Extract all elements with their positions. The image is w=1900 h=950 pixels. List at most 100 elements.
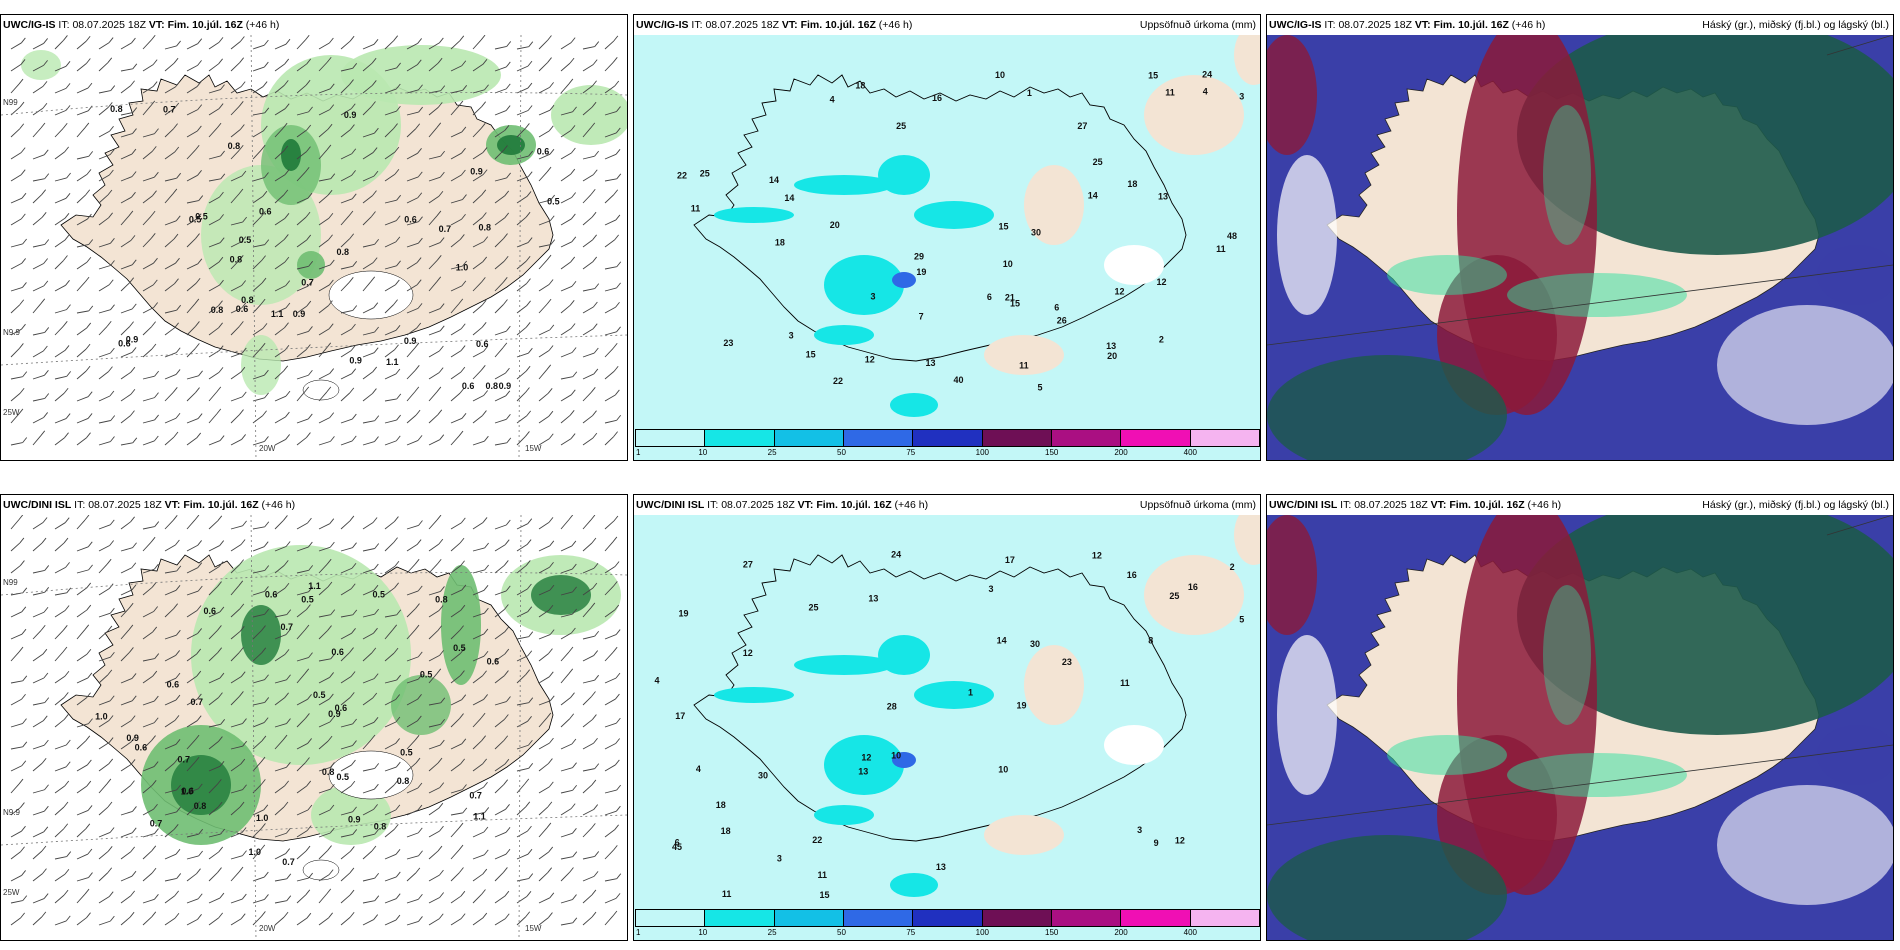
precip-colorbar: 1 10 25 50 75 100 150 200 400 — [635, 909, 1260, 939]
value-label: 0.8 — [337, 247, 350, 257]
value-label: 12 — [1175, 835, 1185, 845]
init-time: 08.07.2025 18Z — [1338, 19, 1412, 31]
colorbar-swatch — [981, 909, 1052, 927]
value-label: 0.9 — [126, 334, 139, 344]
value-label: 27 — [743, 560, 753, 570]
value-label: 1.1 — [271, 309, 284, 319]
value-label: 0.7 — [439, 224, 452, 234]
value-label: 22 — [677, 171, 687, 181]
glacier — [302, 379, 340, 401]
colorbar-tick: 50 — [837, 448, 846, 457]
value-label: 25 — [1169, 591, 1179, 601]
cloud-map[interactable] — [1267, 515, 1893, 940]
value-label: 16 — [1127, 570, 1137, 580]
value-label: 12 — [1115, 286, 1125, 296]
wind-map[interactable]: 0.7 0.5 0.7 1.0 0.9 0.8 0.9 0.8 0.6 0.7 0.8 0.9 0.8 0… — [1, 35, 627, 460]
wind-map[interactable]: 0.7 0.8 0.6 0.5 0.5 0.7 0.7 0.6 0.6 0.5 0.9 1.1 0.8 0… — [1, 515, 627, 940]
precip-map[interactable]: 3 17 5 13 11 19 27 28 30 25 15 18 45 22 16 11 23 17 25 12 12… — [634, 515, 1260, 940]
cloud-map[interactable] — [1267, 35, 1893, 460]
value-label: 17 — [675, 711, 685, 721]
value-label: 25 — [1093, 157, 1103, 167]
model-name: UWC/IG-IS — [3, 19, 56, 31]
value-label: 22 — [833, 376, 843, 386]
valid-time: Fim. 10.júl. 16Z — [800, 19, 876, 31]
value-label: 18 — [855, 81, 865, 91]
value-label: 11 — [722, 889, 732, 899]
value-label: 13 — [858, 767, 868, 777]
value-label: 0.8 — [397, 776, 410, 786]
coastline — [693, 554, 1187, 842]
colorbar-tick: 100 — [975, 448, 990, 457]
precip-map[interactable]: 5 4 3 14 18 11 11 20 19 15 23 22 29 21 14 15 11 11 12 13 13 1… — [634, 35, 1260, 460]
value-label: 0.8 — [110, 104, 123, 114]
value-label: 21 — [1005, 293, 1015, 303]
panel-header: UWC/IG-IS IT: 08.07.2025 18Z VT: Fim. 10… — [1, 15, 627, 35]
value-label: 29 — [914, 252, 924, 262]
value-label: 6 — [1054, 302, 1059, 312]
value-label: 27 — [1077, 121, 1087, 131]
value-label: 3 — [988, 584, 993, 594]
value-label: 0.8 — [230, 255, 243, 265]
precip-heavy — [714, 635, 994, 897]
value-label: 14 — [1088, 191, 1098, 201]
value-label: 3 — [1239, 91, 1244, 101]
axis-label: 25W — [3, 888, 20, 897]
value-label: 0.7 — [469, 791, 482, 801]
init-time: 08.07.2025 18Z — [705, 19, 779, 31]
vt-label: VT: — [164, 499, 181, 511]
colorbar-tick: 200 — [1114, 928, 1128, 937]
colorbar-swatch — [635, 909, 706, 927]
value-label: 18 — [1127, 179, 1137, 189]
it-label: IT: — [707, 499, 719, 511]
value-label: 6 — [675, 837, 680, 847]
it-label: IT: — [74, 499, 86, 511]
colorbar-tick: 10 — [698, 928, 708, 937]
colorbar-swatch — [1120, 429, 1191, 447]
valid-time: Fim. 10.júl. 16Z — [167, 19, 243, 31]
value-label: 40 — [953, 375, 963, 385]
cloud-legend: Háský (gr.), miðský (fj.bl.) og lágský (… — [1702, 19, 1889, 31]
colorbar-tick: 1 — [636, 448, 641, 457]
value-label: 0.7 — [280, 622, 293, 632]
value-label: 0.6 — [335, 703, 348, 713]
value-label: 0.7 — [163, 104, 176, 114]
colorbar-swatch — [704, 909, 775, 927]
value-label: 0.8 — [241, 295, 254, 305]
value-label: 0.6 — [331, 647, 344, 657]
value-label: 20 — [830, 220, 840, 230]
it-label: IT: — [1324, 19, 1336, 31]
it-label: IT: — [691, 19, 703, 31]
value-label: 11 — [1120, 678, 1130, 688]
colorbar-swatch — [1189, 429, 1260, 447]
init-time: 08.07.2025 18Z — [72, 19, 146, 31]
axis-label: 15W — [525, 924, 542, 933]
value-label: 12 — [1156, 277, 1166, 287]
colorbar-swatch — [704, 429, 775, 447]
value-label: 2 — [1159, 334, 1164, 344]
panel-header: UWC/DINI ISL IT: 08.07.2025 18Z VT: Fim.… — [1267, 495, 1893, 515]
colorbar-swatch — [1051, 429, 1122, 447]
colorbar-swatch — [635, 429, 706, 447]
value-label: 0.5 — [239, 235, 252, 245]
value-label: 18 — [716, 800, 726, 810]
wind-barbs — [10, 35, 622, 446]
axis-label: 20W — [259, 924, 276, 933]
value-label: 30 — [758, 770, 768, 780]
value-label: 13 — [1106, 341, 1116, 351]
value-label: 14 — [997, 636, 1007, 646]
value-label: 0.5 — [400, 748, 413, 758]
value-label: 11 — [691, 204, 701, 214]
value-label: 0.7 — [282, 857, 295, 867]
dry-areas — [984, 515, 1260, 855]
model-name: UWC/DINI ISL — [1269, 499, 1338, 511]
value-label: 0.6 — [462, 381, 475, 391]
lead-time: (+46 h) — [1511, 19, 1546, 31]
value-label: 1 — [1027, 88, 1032, 98]
value-label: 10 — [891, 750, 901, 760]
value-label: 0.5 — [313, 690, 326, 700]
wind-speed-labels: 0.70.80.60.50.50.70.70.60.60.50.91.10.80… — [95, 581, 499, 867]
axis-label: N9.9 — [3, 808, 20, 817]
vt-label: VT: — [1414, 19, 1431, 31]
value-label: 12 — [861, 753, 871, 763]
wind-speed-shading — [141, 545, 621, 845]
